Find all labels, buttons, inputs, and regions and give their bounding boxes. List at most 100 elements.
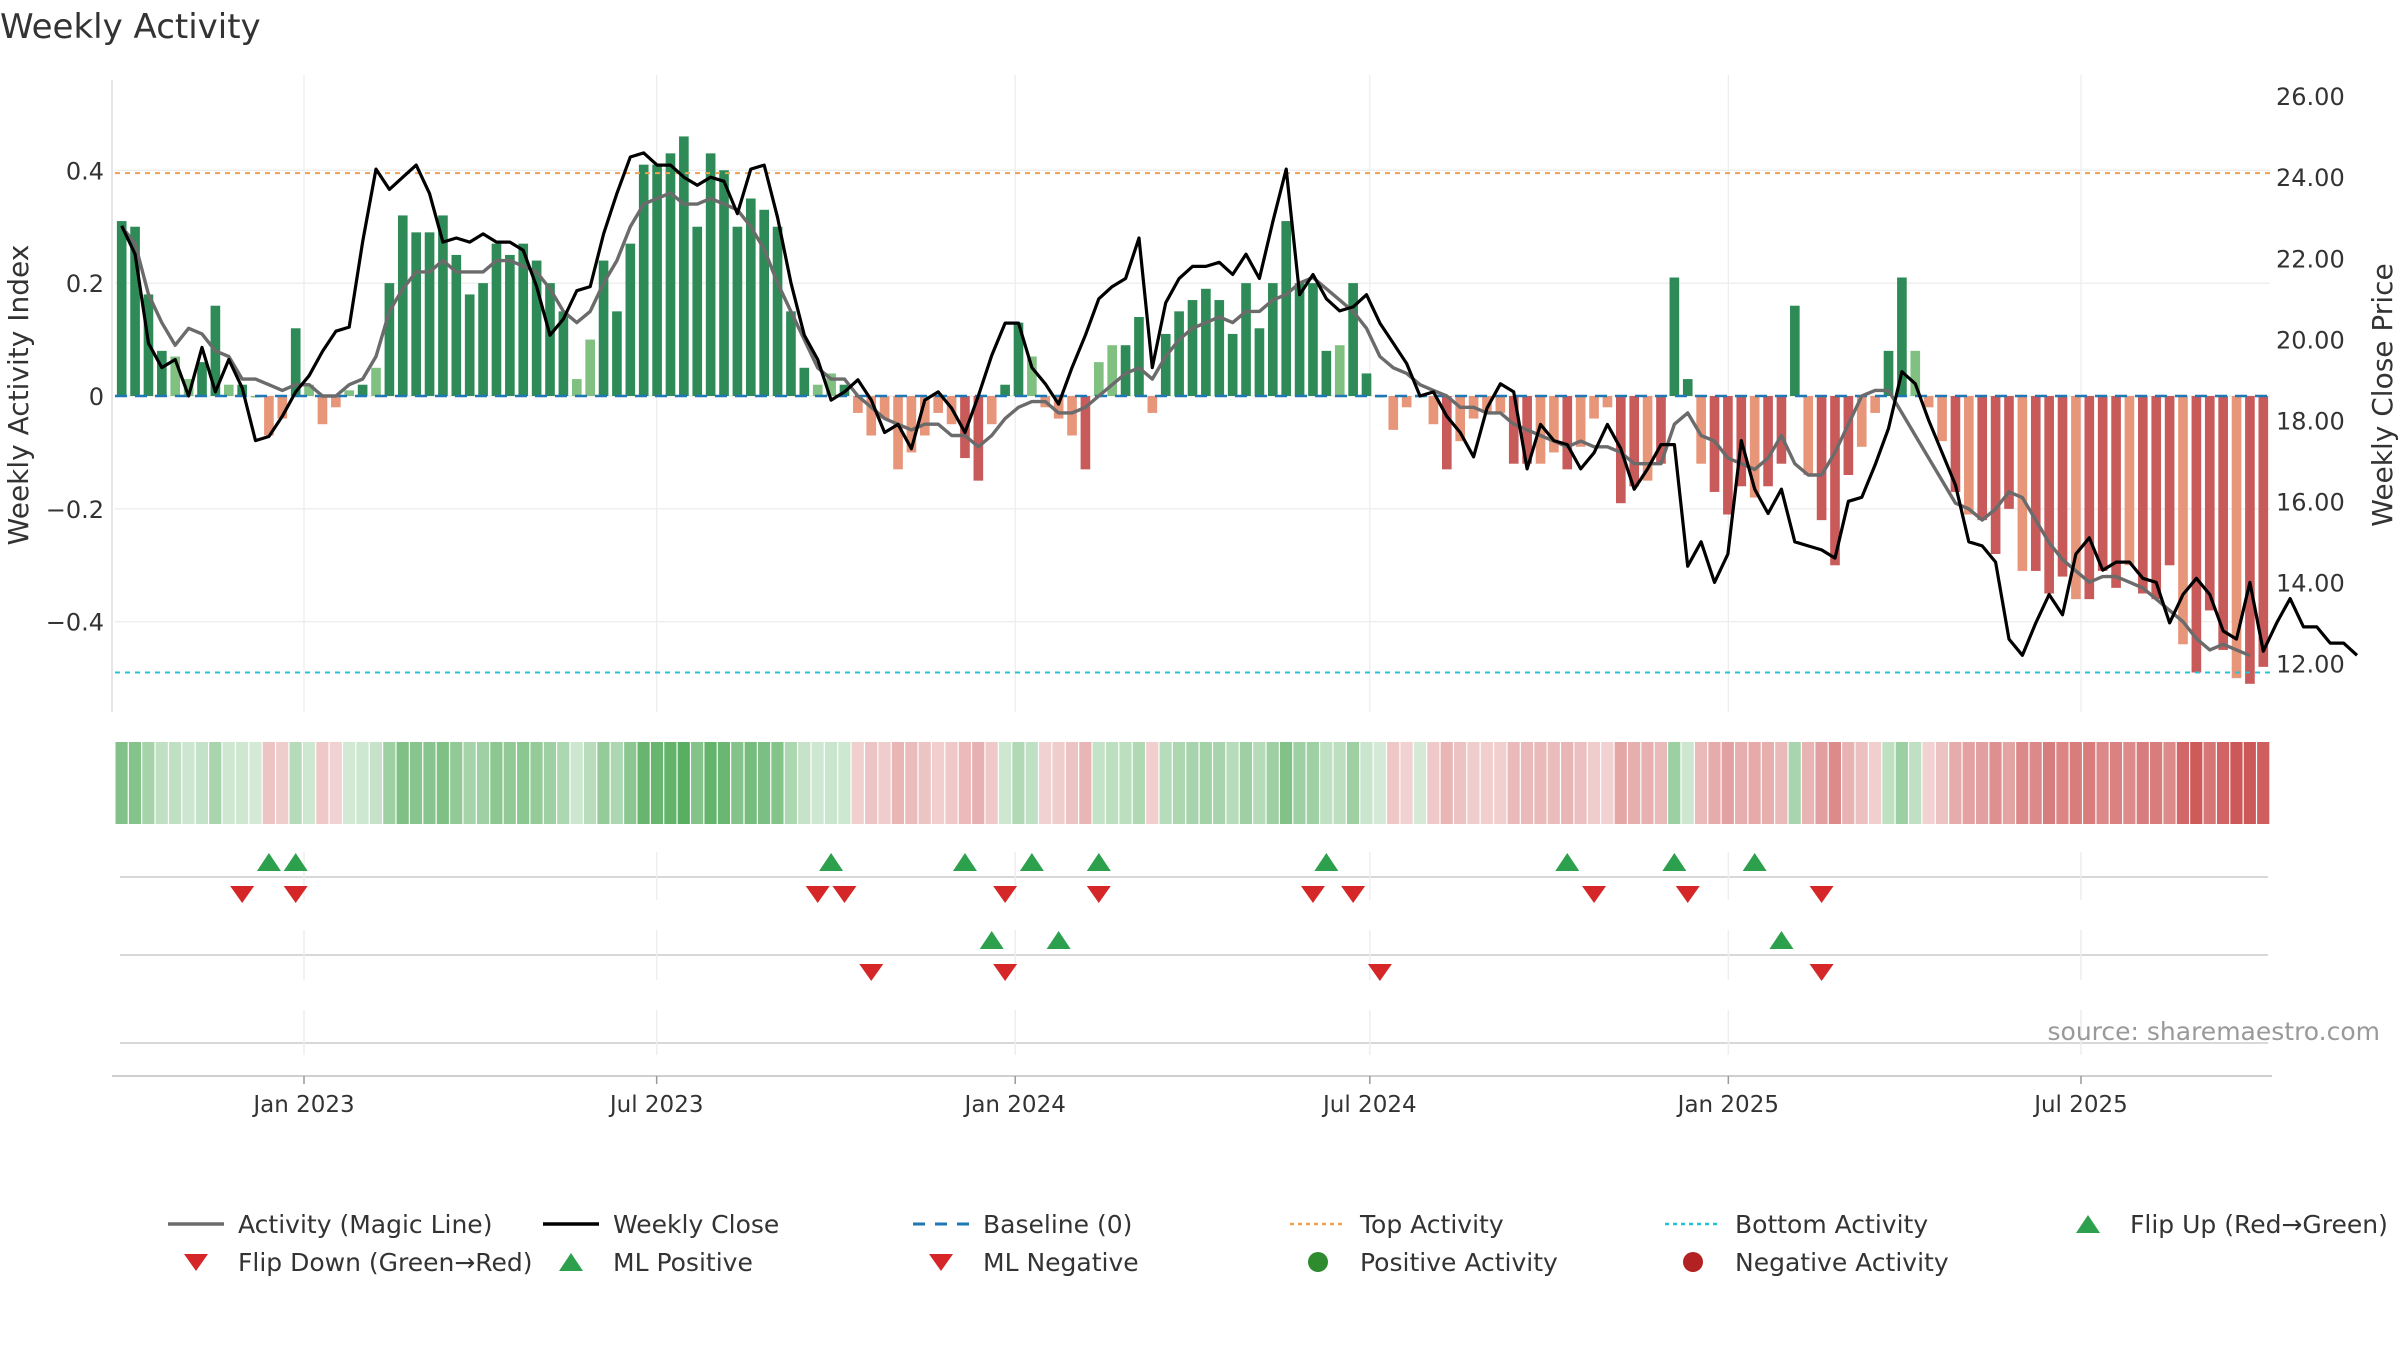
heat-strip-cell xyxy=(1253,742,1266,824)
heat-strip-cell xyxy=(1293,742,1306,824)
heat-strip-cell xyxy=(784,742,797,824)
activity-bar xyxy=(478,283,488,396)
activity-bar xyxy=(571,379,582,396)
heat-strip-cell xyxy=(583,742,597,824)
activity-bar xyxy=(1723,396,1733,515)
activity-bar xyxy=(2218,396,2228,650)
activity-bar xyxy=(2231,396,2242,679)
ml-positive-marker xyxy=(1046,931,1071,949)
heat-strip-cell xyxy=(276,742,289,824)
activity-bar xyxy=(1482,396,1492,413)
activity-bar xyxy=(1816,396,1827,521)
y-tick-label: 0 xyxy=(89,383,104,411)
heat-strip-cell xyxy=(182,742,195,824)
legend-label: Weekly Close xyxy=(613,1210,779,1239)
activity-bar xyxy=(505,254,515,396)
activity-bar xyxy=(1495,396,1506,413)
heat-strip-cell xyxy=(235,742,249,824)
heat-strip-cell xyxy=(610,742,623,824)
heat-strip-cell xyxy=(1949,742,1962,824)
heat-strip-cell xyxy=(1628,742,1641,824)
heat-strip-cell xyxy=(1735,742,1748,824)
activity-bar xyxy=(384,283,395,396)
y2-tick-label: 14.00 xyxy=(2276,569,2345,597)
activity-bar xyxy=(973,396,984,481)
heat-strip-cell xyxy=(1828,742,1841,824)
flip-up-marker xyxy=(1662,853,1687,871)
activity-bar xyxy=(344,390,355,396)
heat-strip-cell xyxy=(1681,742,1694,824)
heat-strip-cell xyxy=(2216,742,2230,824)
activity-bar xyxy=(1937,396,1947,442)
heat-strip-cell xyxy=(945,742,958,824)
activity-bar xyxy=(1696,396,1706,464)
activity-bar xyxy=(893,396,903,470)
x-tick-label: Jul 2023 xyxy=(608,1092,704,1118)
ml-negative-marker xyxy=(993,964,1018,981)
axes: 0.4 0.2 0 −0.2 −0.4 26.00 24.00 22.00 20.00 18.00… xyxy=(46,80,2345,712)
heat-strip-cell xyxy=(2109,742,2123,824)
heat-strip-cell xyxy=(1601,742,1614,824)
heat-strip-cell xyxy=(155,742,168,824)
legend-label: ML Negative xyxy=(983,1248,1139,1277)
heat-strip-cell xyxy=(570,742,583,824)
x-axis: Jan 2023 Jul 2023 Jan 2024 Jul 2024 Jan 2025… xyxy=(112,1075,2272,1118)
activity-bar xyxy=(786,311,796,396)
activity-bar xyxy=(357,384,368,396)
heat-strip-cell xyxy=(1855,742,1868,824)
heat-strip-cell xyxy=(1467,742,1480,824)
activity-bar xyxy=(1549,396,1559,453)
heat-strip-cell xyxy=(222,742,235,824)
legend-swatch-triangle-up xyxy=(2076,1215,2100,1233)
activity-bar xyxy=(130,226,140,396)
legend-label: Flip Down (Green→Red) xyxy=(238,1248,533,1277)
heat-strip-cell xyxy=(731,742,744,824)
activity-bar xyxy=(1790,305,1800,396)
heat-strip-cell xyxy=(2002,742,2015,824)
heat-strip-cell xyxy=(2123,742,2136,824)
activity-bar xyxy=(1629,396,1640,487)
activity-bar xyxy=(317,396,328,425)
x-tick-label: Jan 2023 xyxy=(251,1092,354,1118)
activity-bar xyxy=(304,384,314,396)
heat-strip-cell xyxy=(1614,742,1627,824)
activity-heat-strip xyxy=(115,742,2270,824)
heat-strip-cell xyxy=(677,742,690,824)
activity-bar xyxy=(464,294,475,396)
heat-strip-cell xyxy=(1668,742,1681,824)
legend-swatch-circle xyxy=(1683,1252,1703,1272)
activity-bar xyxy=(424,232,435,396)
heat-strip-cell xyxy=(1507,742,1520,824)
activity-bar xyxy=(2071,396,2081,600)
heat-strip-cell xyxy=(1306,742,1319,824)
heat-strip-cell xyxy=(2190,742,2203,824)
activity-bar xyxy=(732,226,743,396)
heat-strip-cell xyxy=(757,742,771,824)
activity-bar xyxy=(1803,396,1814,475)
activity-bar xyxy=(960,396,970,459)
legend-label: Negative Activity xyxy=(1735,1248,1949,1277)
heat-strip-cell xyxy=(530,742,543,824)
heat-strip-cell xyxy=(2163,742,2176,824)
y-tick-label: −0.4 xyxy=(46,609,104,637)
heat-strip-cell xyxy=(851,742,864,824)
heat-strip-cell xyxy=(209,742,222,824)
y2-tick-label: 26.00 xyxy=(2276,83,2345,111)
heat-strip-cell xyxy=(1186,742,1199,824)
heat-strip-cell xyxy=(1132,742,1145,824)
activity-bar xyxy=(183,379,194,396)
activity-bar xyxy=(1027,356,1037,396)
activity-bar xyxy=(1160,333,1171,396)
heat-strip-cell xyxy=(1815,742,1828,824)
source-note: source: sharemaestro.com xyxy=(2048,1017,2381,1046)
heat-strip-cell xyxy=(476,742,490,824)
legend-swatch-triangle-down xyxy=(929,1254,953,1271)
x-tick-label: Jan 2024 xyxy=(963,1092,1066,1118)
heat-strip-cell xyxy=(1280,742,1293,824)
legend-label: ML Positive xyxy=(613,1248,753,1277)
activity-bar xyxy=(558,311,569,396)
activity-bar xyxy=(1508,396,1519,464)
heat-strip-cell xyxy=(985,742,998,824)
activity-bar xyxy=(866,396,877,436)
heat-strip-cell xyxy=(396,742,409,824)
